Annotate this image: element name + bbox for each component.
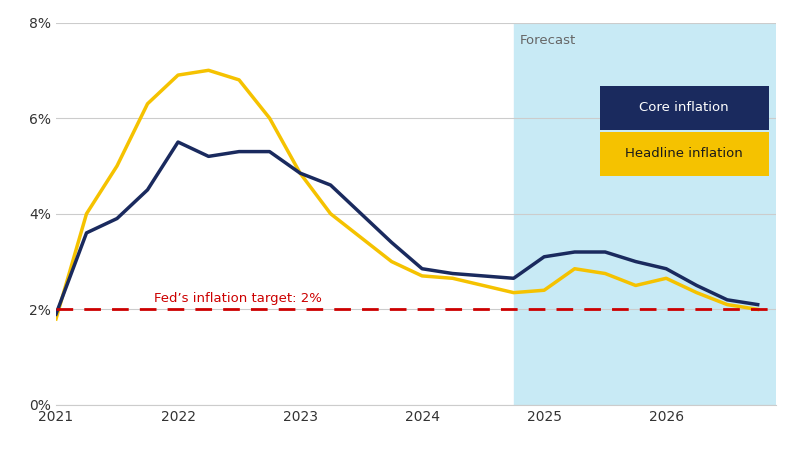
- FancyBboxPatch shape: [600, 86, 769, 130]
- FancyBboxPatch shape: [600, 131, 769, 176]
- Bar: [514, 22, 776, 405]
- Text: Fed’s inflation target: 2%: Fed’s inflation target: 2%: [154, 292, 322, 305]
- Text: Core inflation: Core inflation: [639, 101, 729, 114]
- Text: Forecast: Forecast: [520, 34, 576, 47]
- Text: Headline inflation: Headline inflation: [626, 147, 743, 160]
